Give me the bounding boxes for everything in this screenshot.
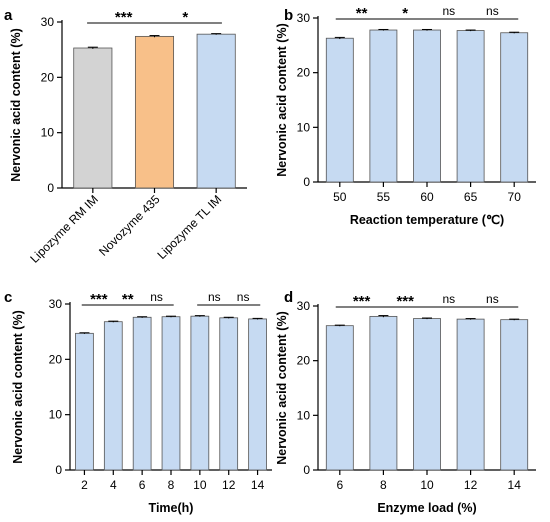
x-axis-title: Enzyme load (%) xyxy=(377,501,476,515)
x-tick-label: 55 xyxy=(377,190,391,204)
x-tick-label: 50 xyxy=(333,190,347,204)
bar xyxy=(161,316,181,471)
x-tick-label: Lipozyme TL IM xyxy=(154,192,224,262)
significance-label: *** xyxy=(396,293,414,310)
x-tick-label: 12 xyxy=(464,478,478,492)
y-tick-label: 0 xyxy=(55,463,62,477)
y-tick-label: 20 xyxy=(41,70,55,84)
x-tick-label: 8 xyxy=(380,478,387,492)
significance-label: ns xyxy=(237,290,250,304)
bar xyxy=(456,318,485,471)
x-tick-label: 12 xyxy=(222,478,236,492)
bar xyxy=(413,318,441,471)
panel-label: b xyxy=(284,7,293,24)
y-tick-label: 20 xyxy=(49,352,63,366)
significance-label: ns xyxy=(150,290,163,304)
panel-a: a 0 10 20 30 Nervonic acid content (%) Lipozym… xyxy=(4,7,247,266)
y-tick-label: 20 xyxy=(297,66,311,80)
y-tick-label: 10 xyxy=(41,126,55,140)
x-tick-label: 10 xyxy=(193,478,207,492)
x-tick-label: Lipozyme RM IM xyxy=(27,192,101,266)
x-axis-title: Reaction temperature (℃) xyxy=(350,213,504,227)
y-tick-label: 10 xyxy=(49,408,63,422)
significance-label: ns xyxy=(442,4,455,18)
significance-label: ns xyxy=(442,292,455,306)
y-axis-title: Nervonic acid content (%) xyxy=(11,310,25,464)
bar xyxy=(456,30,485,183)
bar xyxy=(500,32,529,183)
x-tick-label: 60 xyxy=(420,190,434,204)
x-tick-label: 14 xyxy=(251,478,265,492)
y-axis-title: Nervonic acid content (%) xyxy=(9,28,23,182)
bar xyxy=(500,319,529,471)
x-tick-label: 6 xyxy=(139,478,146,492)
x-tick-label: 10 xyxy=(420,478,434,492)
x-axis-title: Time(h) xyxy=(149,501,194,515)
significance-label: *** xyxy=(90,291,108,308)
y-tick-label: 30 xyxy=(297,11,311,25)
bar xyxy=(196,33,236,189)
bar xyxy=(325,37,354,183)
x-tick-label: 8 xyxy=(168,478,175,492)
significance-label: ns xyxy=(208,290,221,304)
significance-label: *** xyxy=(353,293,371,310)
panel-label: a xyxy=(4,7,13,24)
significance-label: * xyxy=(402,5,408,22)
panel-label: d xyxy=(284,289,293,306)
panel-c: c 0 10 20 30 Nervonic acid content (%) 2 4 6 8 10 1… xyxy=(4,289,272,515)
significance-label: ** xyxy=(122,291,134,308)
bar xyxy=(132,316,152,471)
y-tick-label: 20 xyxy=(297,354,311,368)
y-tick-label: 30 xyxy=(297,299,311,313)
bar xyxy=(369,315,398,471)
x-tick-label: 6 xyxy=(336,478,343,492)
y-tick-label: 0 xyxy=(47,181,54,195)
bar xyxy=(103,321,123,471)
x-tick-label: Novozyme 435 xyxy=(96,192,163,259)
panel-b: b 0 10 20 30 Nervonic acid content (%) 50 55 60 6… xyxy=(275,4,536,227)
y-axis-title: Nervonic acid content (%) xyxy=(275,311,289,465)
bar xyxy=(219,317,239,471)
significance-label: * xyxy=(182,9,188,26)
x-tick-label: 2 xyxy=(81,478,88,492)
significance-label: ns xyxy=(486,292,499,306)
x-tick-label: 65 xyxy=(464,190,478,204)
significance-label: ns xyxy=(486,4,499,18)
bar xyxy=(73,47,113,189)
panel-d: d 0 10 20 30 Nervonic acid content (%) 6 8 10 12 1… xyxy=(275,289,536,515)
x-tick-label: 70 xyxy=(508,190,522,204)
y-axis-title: Nervonic acid content (%) xyxy=(275,23,289,177)
bar xyxy=(75,332,94,471)
significance-label: *** xyxy=(115,9,133,26)
y-tick-label: 30 xyxy=(41,15,55,29)
significance-label: ** xyxy=(356,5,368,22)
bar xyxy=(190,315,210,471)
y-tick-label: 0 xyxy=(303,175,310,189)
bar xyxy=(369,29,398,183)
y-tick-label: 0 xyxy=(303,463,310,477)
y-tick-label: 30 xyxy=(49,297,63,311)
panel-label: c xyxy=(4,289,12,306)
y-tick-label: 10 xyxy=(297,408,311,422)
x-tick-label: 4 xyxy=(110,478,117,492)
bar xyxy=(248,318,267,471)
bar xyxy=(413,29,441,183)
bar xyxy=(134,35,175,189)
x-tick-label: 14 xyxy=(508,478,522,492)
bar xyxy=(325,325,354,471)
y-tick-label: 10 xyxy=(297,120,311,134)
